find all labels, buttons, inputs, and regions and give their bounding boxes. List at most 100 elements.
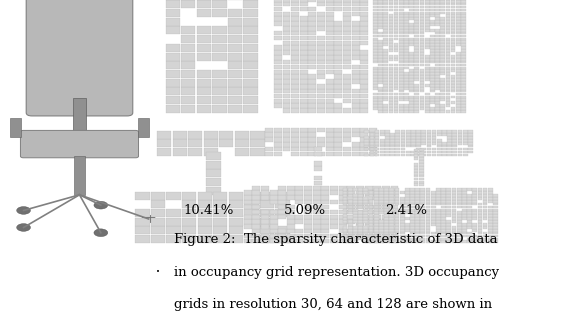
Bar bbox=[373, 107, 378, 110]
Bar bbox=[446, 110, 450, 113]
Bar bbox=[351, 132, 359, 137]
Bar bbox=[483, 197, 487, 200]
Bar bbox=[440, 67, 445, 69]
Bar bbox=[415, 229, 420, 232]
Bar bbox=[415, 87, 419, 90]
Bar bbox=[426, 191, 430, 194]
Bar bbox=[369, 209, 373, 211]
Bar bbox=[478, 203, 482, 205]
Bar bbox=[383, 52, 388, 55]
Bar bbox=[404, 81, 409, 84]
Bar bbox=[436, 223, 441, 226]
Bar bbox=[212, 52, 226, 61]
Bar bbox=[410, 220, 415, 223]
Bar bbox=[406, 142, 411, 145]
Bar bbox=[394, 104, 399, 107]
Bar bbox=[309, 132, 316, 137]
Bar bbox=[373, 0, 378, 3]
Bar bbox=[274, 50, 282, 55]
Bar bbox=[313, 190, 321, 195]
Bar bbox=[419, 14, 425, 17]
Bar bbox=[415, 214, 420, 217]
Bar bbox=[456, 90, 461, 92]
Bar bbox=[415, 101, 419, 104]
Bar bbox=[353, 226, 358, 229]
Bar bbox=[457, 197, 461, 200]
Bar bbox=[384, 223, 389, 226]
Bar bbox=[363, 188, 368, 191]
Bar bbox=[440, 3, 445, 5]
Bar bbox=[450, 12, 456, 14]
Bar bbox=[196, 26, 211, 34]
Bar bbox=[326, 70, 334, 74]
Bar bbox=[347, 219, 355, 224]
Bar bbox=[426, 209, 430, 211]
Bar bbox=[356, 214, 364, 219]
Bar bbox=[478, 194, 482, 197]
Bar bbox=[435, 67, 440, 69]
Bar bbox=[383, 81, 388, 84]
Bar bbox=[447, 136, 452, 139]
Bar bbox=[472, 241, 477, 243]
Bar bbox=[282, 108, 290, 113]
Bar bbox=[457, 133, 463, 136]
Bar bbox=[295, 234, 304, 238]
Bar bbox=[446, 3, 450, 5]
Bar bbox=[291, 2, 299, 6]
Bar bbox=[135, 235, 150, 243]
Bar bbox=[468, 145, 473, 147]
Bar bbox=[295, 239, 304, 243]
Bar bbox=[270, 190, 278, 195]
Bar bbox=[461, 96, 466, 98]
Bar bbox=[436, 191, 441, 194]
Bar bbox=[430, 58, 435, 61]
Bar bbox=[348, 206, 353, 208]
Bar bbox=[300, 2, 308, 6]
Bar bbox=[462, 209, 467, 211]
Bar bbox=[383, 90, 388, 92]
Bar bbox=[399, 96, 404, 98]
Bar bbox=[478, 235, 482, 237]
Bar bbox=[446, 241, 451, 243]
Bar bbox=[291, 50, 299, 55]
Bar bbox=[406, 130, 411, 133]
Bar bbox=[457, 136, 463, 139]
Bar bbox=[457, 142, 463, 145]
Bar bbox=[343, 89, 351, 93]
Bar bbox=[450, 41, 456, 43]
Bar bbox=[457, 214, 461, 217]
Bar bbox=[274, 45, 282, 50]
Bar bbox=[394, 58, 399, 61]
Bar bbox=[401, 139, 406, 142]
Bar bbox=[369, 145, 374, 147]
Bar bbox=[282, 137, 290, 142]
Bar bbox=[363, 217, 368, 220]
Bar bbox=[395, 235, 399, 237]
Bar bbox=[440, 55, 445, 58]
Bar bbox=[493, 212, 498, 214]
Bar bbox=[334, 60, 342, 64]
Bar bbox=[405, 209, 410, 211]
Circle shape bbox=[94, 201, 108, 209]
Bar bbox=[419, 12, 425, 14]
Bar bbox=[151, 226, 165, 234]
Bar bbox=[343, 99, 351, 103]
Bar bbox=[488, 206, 492, 208]
Bar bbox=[388, 14, 393, 17]
Bar bbox=[450, 23, 456, 26]
Bar bbox=[379, 212, 384, 214]
Bar bbox=[409, 41, 414, 43]
Bar bbox=[493, 223, 498, 226]
Bar bbox=[363, 226, 368, 229]
Bar bbox=[369, 148, 374, 150]
Bar bbox=[447, 154, 452, 156]
Bar bbox=[373, 84, 378, 87]
Bar bbox=[373, 224, 381, 229]
Bar bbox=[252, 210, 260, 214]
Bar bbox=[401, 151, 406, 153]
Bar bbox=[282, 79, 290, 84]
Bar bbox=[378, 0, 383, 3]
Bar bbox=[291, 132, 299, 137]
Bar bbox=[229, 192, 243, 200]
Bar bbox=[446, 238, 451, 240]
